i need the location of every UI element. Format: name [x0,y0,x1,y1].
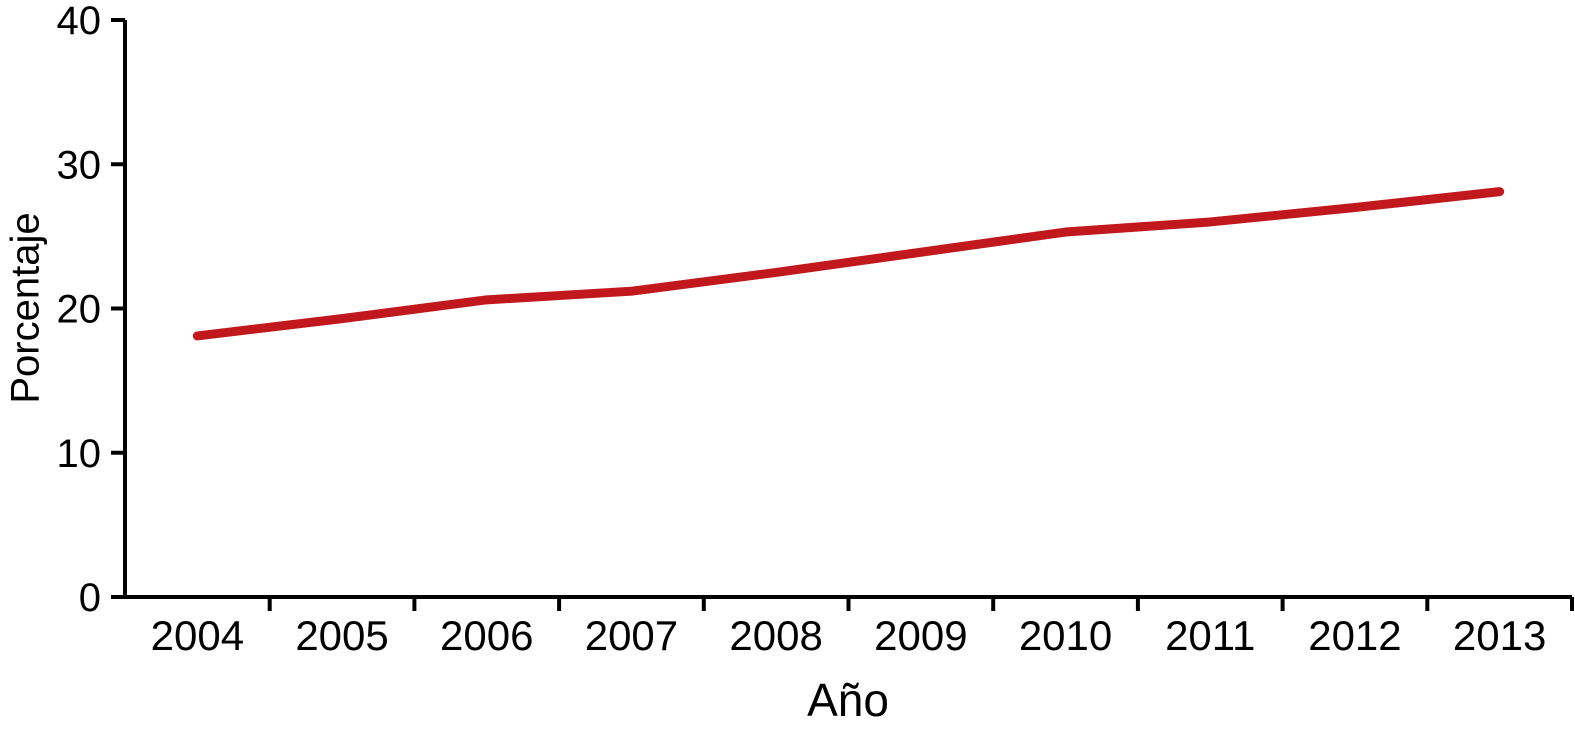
x-tick-label: 2013 [1453,612,1546,659]
y-tick-label: 10 [57,432,102,476]
x-tick-label: 2008 [729,612,822,659]
x-tick-label: 2007 [585,612,678,659]
y-tick-label: 0 [79,576,101,620]
x-tick-label: 2009 [874,612,967,659]
x-tick-label: 2005 [295,612,388,659]
y-axis-title: Porcentaje [3,212,48,404]
y-tick-label: 20 [57,288,102,332]
x-tick-label: 2012 [1308,612,1401,659]
x-tick-label: 2011 [1165,612,1255,659]
x-tick-label: 2004 [151,612,244,659]
series-line-porcentaje [192,187,1505,341]
x-axis-title: Año [807,674,889,726]
y-tick-label: 30 [57,143,102,187]
x-tick-label: 2010 [1019,612,1112,659]
x-tick-label: 2006 [440,612,533,659]
y-tick-label: 40 [57,0,102,43]
